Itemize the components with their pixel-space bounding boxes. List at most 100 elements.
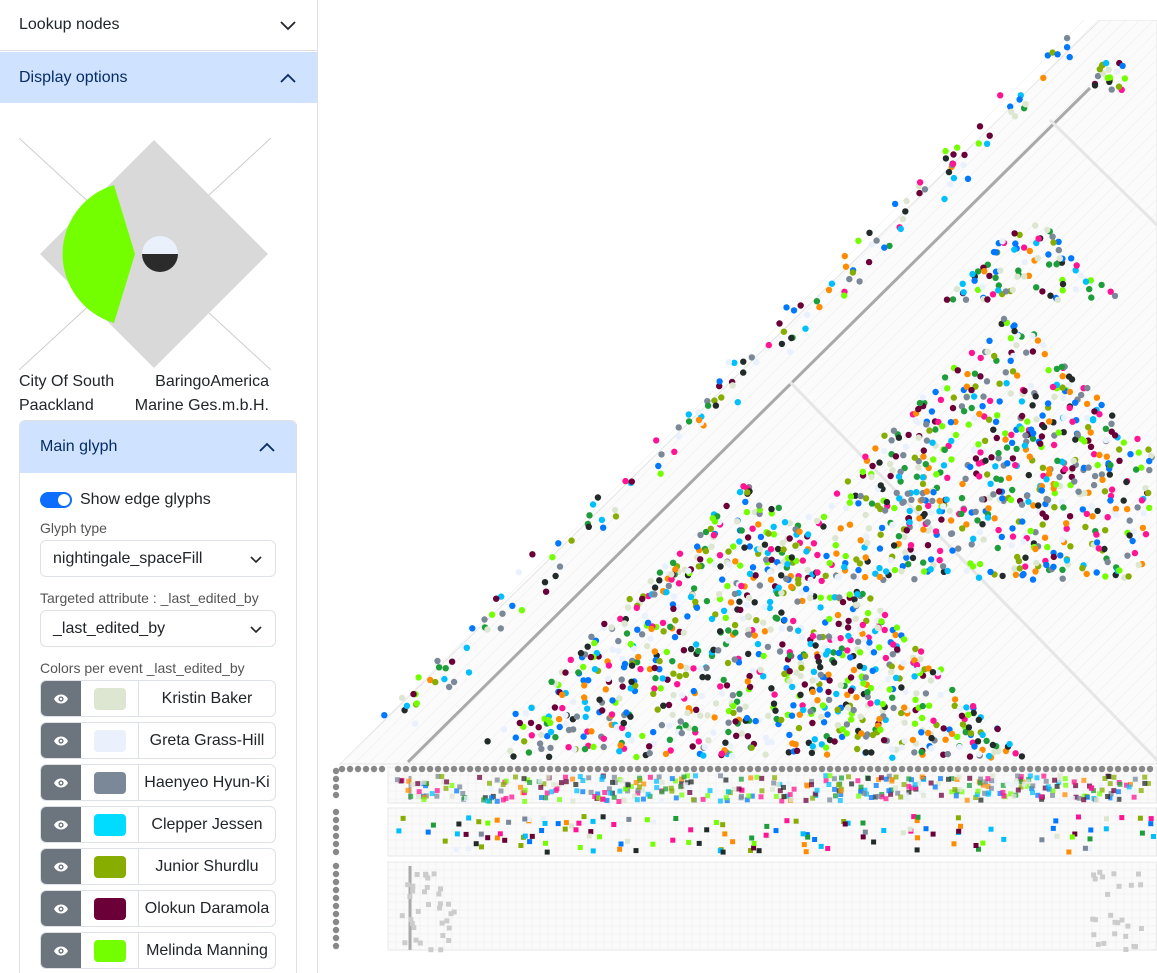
- visibility-toggle-button[interactable]: [41, 681, 81, 716]
- matrix-cell: [751, 840, 757, 846]
- matrix-cell: [1000, 789, 1006, 795]
- matrix-cell: [928, 734, 935, 742]
- matrix-cell: [650, 728, 657, 736]
- glyph-type-select[interactable]: nightingale_spaceFill: [40, 540, 276, 577]
- matrix-cell: [864, 609, 872, 617]
- visibility-toggle-button[interactable]: [41, 723, 81, 758]
- matrix-cell: [1011, 327, 1018, 335]
- matrix-cell: [693, 641, 700, 648]
- main-glyph-header[interactable]: Main glyph: [20, 421, 296, 473]
- color-picker[interactable]: [81, 891, 139, 926]
- show-edge-glyphs-toggle[interactable]: [40, 492, 72, 508]
- matrix-cell: [448, 658, 456, 665]
- matrix-cell: [915, 419, 922, 426]
- color-picker[interactable]: [81, 681, 139, 716]
- color-picker[interactable]: [81, 807, 139, 842]
- matrix-cell: [716, 628, 724, 635]
- color-picker[interactable]: [81, 933, 139, 968]
- lookup-nodes-header[interactable]: Lookup nodes: [0, 0, 317, 51]
- matrix-cell: [970, 393, 978, 400]
- matrix-cell: [861, 636, 868, 643]
- matrix-cell: [650, 819, 656, 825]
- matrix-cell: [703, 597, 711, 605]
- matrix-cell: [909, 777, 914, 783]
- visibility-toggle-button[interactable]: [41, 891, 81, 926]
- matrix-cell: [716, 378, 723, 385]
- matrix-cell: [929, 439, 936, 446]
- matrix-cell: [647, 577, 654, 585]
- matrix-cell: [555, 715, 563, 723]
- matrix-cell: [1109, 412, 1116, 419]
- matrix-cell: [774, 615, 781, 622]
- matrix-cell: [741, 544, 748, 551]
- matrix-cell: [752, 572, 759, 579]
- matrix-cell: [914, 666, 921, 674]
- matrix-cell: [965, 421, 972, 428]
- adjacency-matrix[interactable]: [330, 20, 1157, 973]
- matrix-cell: [667, 623, 674, 630]
- matrix-cell: [656, 569, 664, 576]
- matrix-cell: [656, 657, 663, 665]
- matrix-cell: [619, 683, 626, 690]
- matrix-cell: [573, 713, 581, 720]
- matrix-cell: [676, 673, 683, 680]
- matrix-cell: [872, 445, 879, 452]
- color-swatch: [93, 729, 126, 752]
- grid-line: [941, 548, 1157, 765]
- matrix-cell: [628, 737, 635, 744]
- visibility-toggle-button[interactable]: [41, 933, 81, 968]
- matrix-cell: [708, 543, 715, 550]
- matrix-cell: [724, 659, 732, 667]
- node-dot: [722, 765, 730, 773]
- matrix-cell: [858, 789, 864, 795]
- matrix-cell: [633, 659, 641, 666]
- matrix-cell: [976, 529, 984, 536]
- color-picker[interactable]: [81, 723, 139, 758]
- matrix-cell: [465, 669, 473, 676]
- matrix-cell: [1004, 781, 1010, 787]
- matrix-cell: [736, 598, 743, 605]
- matrix-cell: [1045, 470, 1053, 477]
- matrix-cell: [788, 583, 795, 590]
- matrix-cell: [762, 751, 769, 758]
- grid-line: [997, 604, 1157, 765]
- visibility-toggle-button[interactable]: [41, 849, 81, 884]
- matrix-cell: [640, 787, 646, 793]
- matrix-cell: [688, 827, 694, 833]
- matrix-cell: [865, 776, 871, 781]
- matrix-cell: [768, 738, 775, 746]
- matrix-cell: [804, 567, 811, 574]
- matrix-cell: [817, 663, 824, 671]
- matrix-cell: [1146, 457, 1153, 465]
- matrix-cell: [443, 785, 449, 791]
- matrix-cell: [1108, 486, 1116, 493]
- matrix-cell: [1016, 565, 1023, 572]
- targeted-attribute-select[interactable]: _last_edited_by: [40, 610, 276, 647]
- matrix-cell: [722, 831, 728, 837]
- display-options-header[interactable]: Display options: [0, 52, 317, 103]
- matrix-cell: [441, 779, 447, 785]
- color-row: Clepper Jessen: [40, 806, 276, 843]
- matrix-cell: [947, 517, 955, 524]
- matrix-cell: [1066, 388, 1074, 396]
- visibility-toggle-button[interactable]: [41, 765, 81, 800]
- node-dot: [332, 926, 340, 934]
- matrix-cell: [1030, 783, 1036, 789]
- matrix-cell: [600, 735, 607, 742]
- matrix-cell: [580, 733, 587, 740]
- color-event-name: Melinda Manning: [146, 941, 268, 959]
- matrix-cell: [485, 798, 490, 804]
- matrix-cell: [1032, 529, 1039, 536]
- visibility-toggle-button[interactable]: [41, 807, 81, 842]
- color-picker[interactable]: [81, 849, 139, 884]
- matrix-cell: [717, 563, 724, 570]
- matrix-cell: [793, 557, 800, 565]
- node-dot: [978, 765, 986, 773]
- lookup-nodes-title: Lookup nodes: [19, 16, 120, 33]
- matrix-cell: [559, 704, 566, 712]
- matrix-cell: [1129, 537, 1136, 545]
- node-dot: [746, 765, 754, 773]
- color-picker[interactable]: [81, 765, 139, 800]
- matrix-cell: [1142, 485, 1149, 492]
- matrix-cell: [876, 564, 883, 572]
